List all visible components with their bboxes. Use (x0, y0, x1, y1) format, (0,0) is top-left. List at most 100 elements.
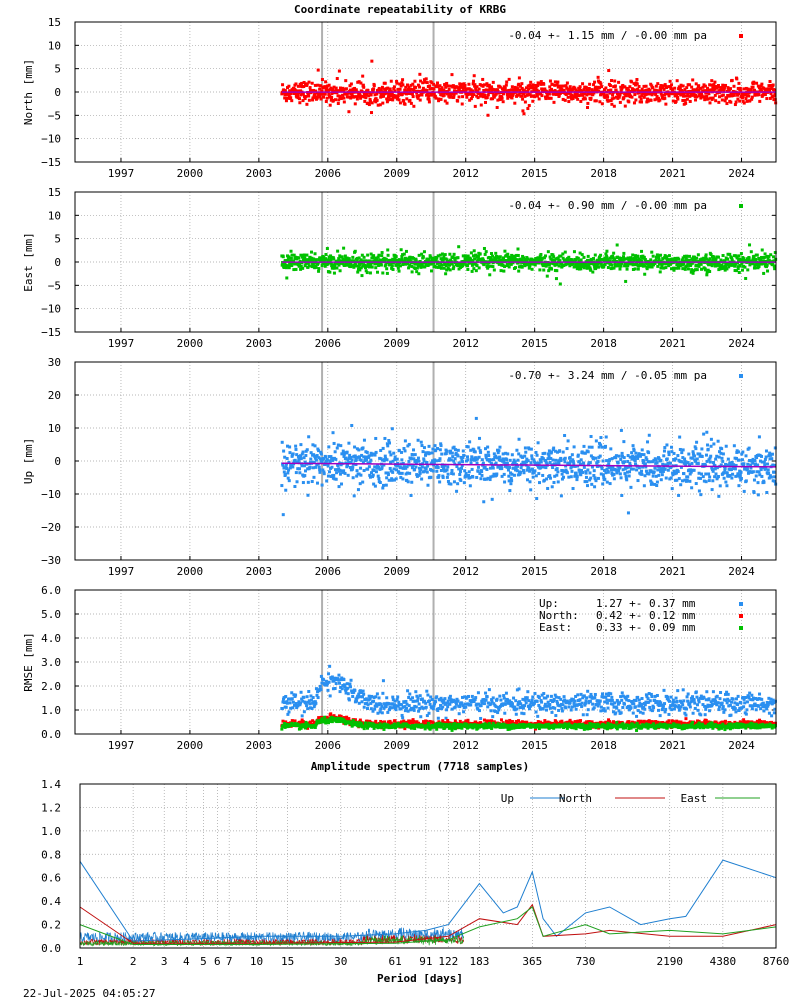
data-point (526, 690, 530, 694)
data-point (762, 256, 766, 260)
data-point (401, 83, 405, 87)
data-point (482, 246, 486, 250)
data-point (305, 704, 309, 708)
data-point (602, 476, 606, 480)
data-point (582, 266, 586, 270)
data-point (450, 471, 454, 475)
data-point (462, 481, 466, 485)
data-point (695, 256, 699, 260)
data-point (364, 697, 368, 701)
data-point (347, 461, 351, 465)
data-point (724, 480, 728, 484)
data-point (432, 702, 436, 706)
data-point (556, 256, 560, 260)
y-tick-label: −10 (41, 133, 61, 146)
data-point (534, 450, 538, 454)
data-point (503, 85, 507, 89)
data-point (623, 467, 627, 471)
data-point (357, 256, 361, 260)
chart-title: Coordinate repeatability of KRBG (294, 3, 506, 16)
data-point (548, 474, 552, 478)
data-point (300, 697, 304, 701)
data-point (319, 450, 323, 454)
y-axis-label: East [mm] (22, 232, 35, 292)
data-point (573, 464, 577, 468)
data-point (539, 259, 543, 263)
data-point (550, 82, 554, 86)
data-point (302, 710, 306, 714)
data-point (535, 497, 539, 501)
data-point (750, 259, 754, 263)
data-point (302, 80, 306, 84)
data-point (440, 252, 444, 256)
data-point (506, 252, 510, 256)
data-point (372, 482, 376, 486)
data-point (388, 441, 392, 445)
data-point (550, 87, 554, 91)
data-point (587, 88, 591, 92)
data-point (412, 457, 416, 461)
data-point (683, 457, 687, 461)
data-point (765, 490, 769, 494)
data-point (612, 96, 616, 100)
data-point (484, 698, 488, 702)
data-point (602, 468, 606, 472)
data-point (469, 461, 473, 465)
data-point (547, 92, 551, 96)
data-point (301, 266, 305, 270)
data-point (709, 253, 713, 257)
data-point (491, 696, 495, 700)
data-point (484, 88, 488, 92)
data-point (408, 263, 412, 267)
data-point (431, 447, 435, 451)
data-point (736, 474, 740, 478)
data-point (553, 706, 557, 710)
data-point (701, 85, 705, 89)
data-point (488, 478, 492, 482)
data-point (377, 86, 381, 90)
data-point (564, 84, 568, 88)
y-tick-label: 0 (54, 455, 61, 468)
data-point (290, 697, 294, 701)
data-point (706, 447, 710, 451)
data-point (527, 266, 531, 270)
data-point (722, 87, 726, 91)
data-point (314, 701, 318, 705)
data-point (500, 467, 504, 471)
data-point (448, 457, 452, 461)
data-point (526, 459, 530, 463)
data-point (348, 88, 352, 92)
data-point (577, 262, 581, 266)
data-point (704, 91, 708, 95)
data-point (434, 459, 438, 463)
data-point (650, 265, 654, 269)
data-point (283, 473, 287, 477)
data-point (685, 254, 689, 258)
data-point (287, 255, 291, 259)
data-point (556, 470, 560, 474)
data-point (460, 466, 464, 470)
data-point (582, 255, 586, 259)
data-point (489, 256, 493, 260)
data-point (688, 99, 692, 103)
data-point (441, 705, 445, 709)
data-point (385, 476, 389, 480)
data-point (687, 258, 691, 262)
data-point (623, 104, 627, 108)
data-point (473, 257, 477, 261)
data-point (617, 95, 621, 99)
data-point (413, 262, 417, 266)
data-point (670, 450, 674, 454)
data-point (409, 83, 413, 87)
data-point (524, 460, 528, 464)
data-point (372, 87, 376, 91)
data-point (694, 482, 698, 486)
data-point (589, 434, 593, 438)
data-point (446, 84, 450, 88)
data-point (360, 94, 364, 98)
data-point (639, 255, 643, 259)
data-point (616, 255, 620, 259)
data-point (706, 86, 710, 90)
data-point (445, 449, 449, 453)
data-point (427, 711, 431, 715)
